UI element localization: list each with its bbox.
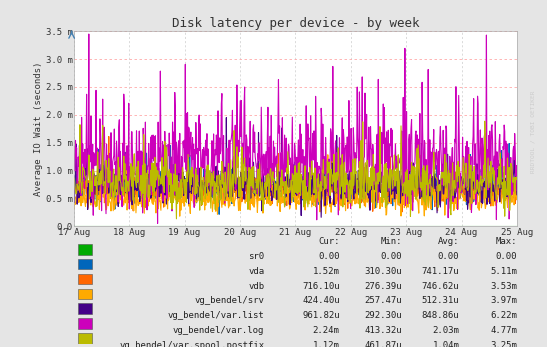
Text: vg_bendel/srv: vg_bendel/srv <box>195 296 264 305</box>
Text: vdb: vdb <box>248 281 264 290</box>
Text: Min:: Min: <box>380 237 401 246</box>
Title: Disk latency per device - by week: Disk latency per device - by week <box>172 17 419 30</box>
Text: 2.03m: 2.03m <box>433 326 459 335</box>
Text: Max:: Max: <box>496 237 517 246</box>
Text: 413.32u: 413.32u <box>364 326 401 335</box>
Text: 276.39u: 276.39u <box>364 281 401 290</box>
Text: 3.97m: 3.97m <box>490 296 517 305</box>
Text: 961.82u: 961.82u <box>302 311 340 320</box>
Bar <box>78 289 91 299</box>
Y-axis label: Average IO Wait (seconds): Average IO Wait (seconds) <box>34 61 43 196</box>
Text: 424.40u: 424.40u <box>302 296 340 305</box>
Text: 3.53m: 3.53m <box>490 281 517 290</box>
Bar <box>78 318 91 329</box>
Text: 3.25m: 3.25m <box>490 341 517 347</box>
Text: 0.00: 0.00 <box>496 252 517 261</box>
Bar <box>78 244 91 255</box>
Text: 292.30u: 292.30u <box>364 311 401 320</box>
Text: 1.52m: 1.52m <box>313 267 340 276</box>
Text: 746.62u: 746.62u <box>422 281 459 290</box>
Text: 310.30u: 310.30u <box>364 267 401 276</box>
Text: vg_bendel/var.spool.postfix: vg_bendel/var.spool.postfix <box>119 341 264 347</box>
Text: RRDTOOL / TOBI OETIKER: RRDTOOL / TOBI OETIKER <box>531 91 536 173</box>
Text: 0.00: 0.00 <box>318 252 340 261</box>
Text: 2.24m: 2.24m <box>313 326 340 335</box>
Text: 5.11m: 5.11m <box>490 267 517 276</box>
Bar <box>78 259 91 270</box>
Text: Cur:: Cur: <box>318 237 340 246</box>
Bar <box>78 304 91 314</box>
Text: 1.04m: 1.04m <box>433 341 459 347</box>
Text: vda: vda <box>248 267 264 276</box>
Text: sr0: sr0 <box>248 252 264 261</box>
Text: 741.17u: 741.17u <box>422 267 459 276</box>
Text: Avg:: Avg: <box>438 237 459 246</box>
Text: vg_bendel/var.log: vg_bendel/var.log <box>173 326 264 335</box>
Bar <box>78 333 91 344</box>
Text: 512.31u: 512.31u <box>422 296 459 305</box>
Text: 4.77m: 4.77m <box>490 326 517 335</box>
Text: 6.22m: 6.22m <box>490 311 517 320</box>
Text: vg_bendel/var.list: vg_bendel/var.list <box>167 311 264 320</box>
Text: 0.00: 0.00 <box>380 252 401 261</box>
Text: 257.47u: 257.47u <box>364 296 401 305</box>
Text: 1.12m: 1.12m <box>313 341 340 347</box>
Bar <box>78 274 91 284</box>
Text: 848.86u: 848.86u <box>422 311 459 320</box>
Text: 461.87u: 461.87u <box>364 341 401 347</box>
Text: 716.10u: 716.10u <box>302 281 340 290</box>
Text: 0.00: 0.00 <box>438 252 459 261</box>
